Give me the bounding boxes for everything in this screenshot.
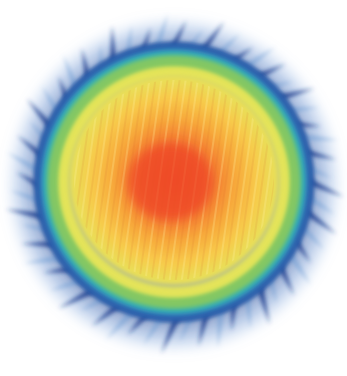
fringe-spike (198, 306, 213, 347)
yellow-ring (59, 67, 289, 297)
core-hotspot (128, 144, 212, 220)
green-ring (48, 56, 300, 308)
fringe-spike (161, 311, 185, 354)
fringe-spike (10, 190, 49, 209)
fringe-spike (16, 172, 47, 195)
fringe-spike (301, 173, 344, 197)
fringe-spike (5, 209, 52, 223)
fringe-spike (296, 145, 337, 160)
outer-ring-outline (35, 43, 313, 321)
